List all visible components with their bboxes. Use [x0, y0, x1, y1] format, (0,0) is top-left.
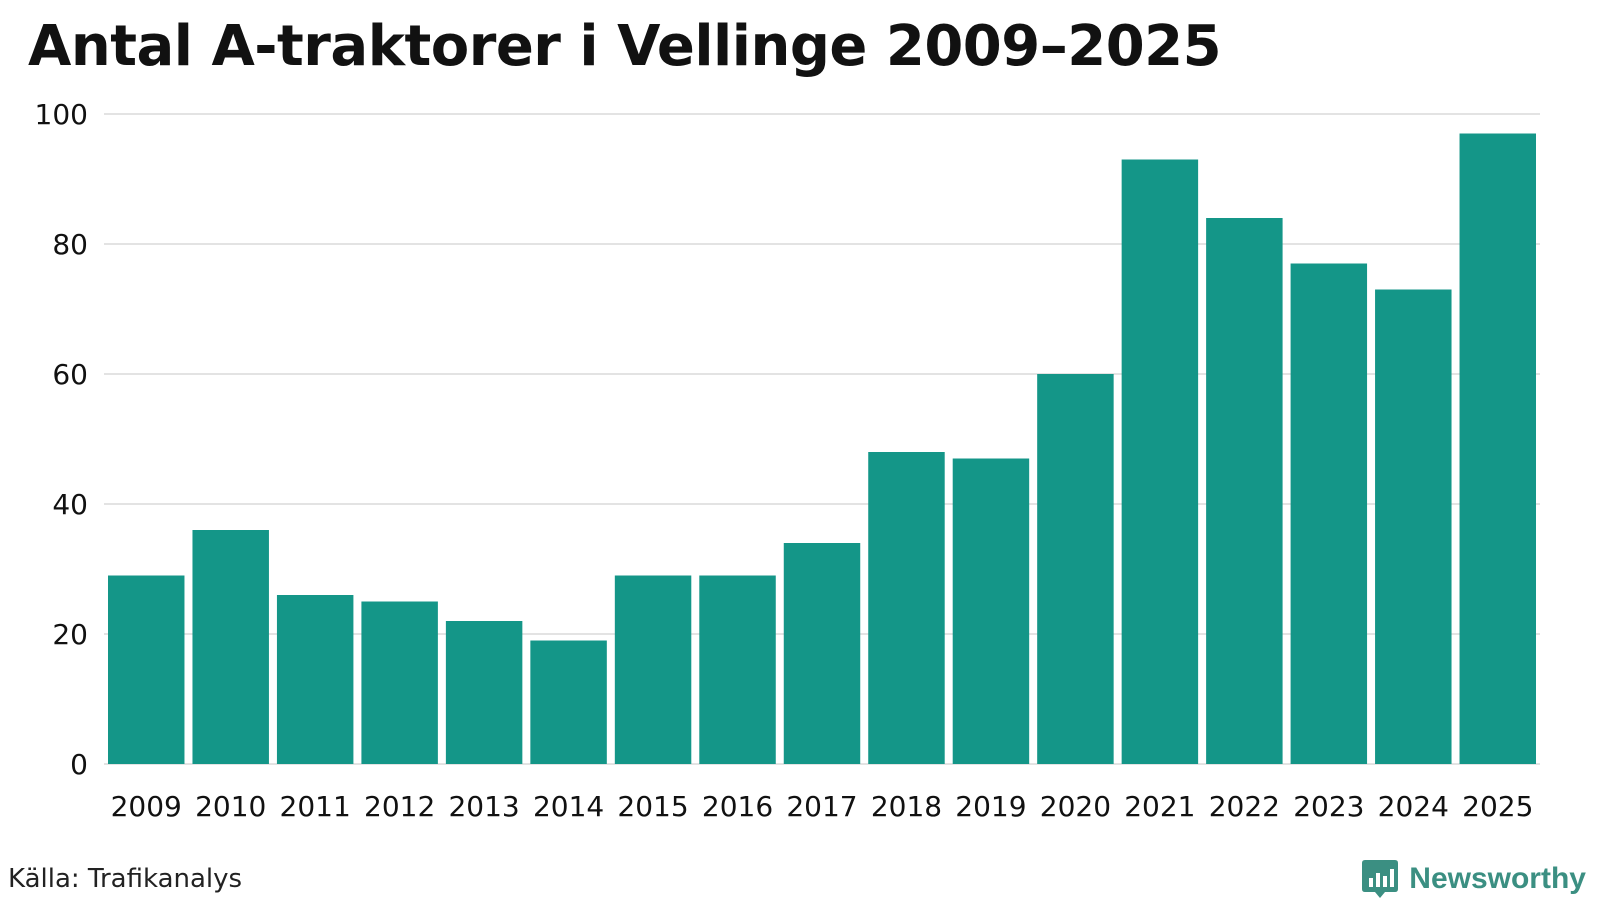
x-tick-label: 2021	[1124, 790, 1195, 823]
bar-2014	[530, 640, 607, 764]
y-tick-label: 0	[70, 748, 88, 781]
bar-2023	[1290, 263, 1368, 764]
x-tick-label: 2020	[1040, 790, 1111, 823]
bar-2021	[1121, 159, 1199, 764]
x-tick-label: 2011	[280, 790, 351, 823]
bar-2015	[614, 575, 692, 764]
chart-title: Antal A-traktorer i Vellinge 2009–2025	[28, 14, 1222, 79]
x-tick-label: 2009	[111, 790, 182, 823]
y-axis-ticks: 0 20 40 60 80 100	[35, 98, 88, 781]
bar-2017	[783, 543, 861, 764]
bar-2024	[1375, 289, 1452, 764]
x-tick-label: 2010	[195, 790, 266, 823]
bar-2018	[868, 452, 945, 764]
y-tick-label: 40	[52, 488, 88, 521]
bar-2022	[1206, 218, 1283, 764]
bar-2009	[108, 575, 185, 764]
bar-2012	[361, 601, 438, 764]
bar-2019	[952, 458, 1030, 764]
x-tick-label: 2012	[364, 790, 435, 823]
x-tick-label: 2014	[533, 790, 604, 823]
bar-2020	[1037, 374, 1114, 764]
x-tick-label: 2025	[1462, 790, 1533, 823]
newsworthy-logo-icon	[1362, 860, 1399, 898]
y-tick-label: 20	[52, 618, 88, 651]
x-tick-label: 2023	[1293, 790, 1364, 823]
brand-logo: Newsworthy	[1361, 858, 1586, 900]
x-tick-label: 2015	[617, 790, 688, 823]
x-tick-label: 2018	[871, 790, 942, 823]
bar-2010	[192, 530, 269, 764]
bar-2013	[445, 621, 523, 764]
x-tick-label: 2017	[786, 790, 857, 823]
source-note: Källa: Trafikanalys	[8, 864, 243, 894]
y-tick-label: 60	[52, 358, 88, 391]
y-tick-label: 80	[52, 228, 88, 261]
x-tick-label: 2024	[1378, 790, 1449, 823]
x-tick-label: 2022	[1209, 790, 1280, 823]
x-tick-label: 2019	[955, 790, 1026, 823]
x-axis-ticks: 2009 2010 2011 2012 2013 2014 2015 2016 2017 2018…	[111, 790, 1534, 823]
x-tick-label: 2016	[702, 790, 773, 823]
bars	[108, 133, 1536, 764]
brand-name: Newsworthy	[1409, 862, 1586, 895]
bar-2025	[1459, 133, 1536, 764]
y-tick-label: 100	[35, 98, 88, 131]
bar-2011	[276, 595, 354, 764]
bar-2016	[699, 575, 776, 764]
x-tick-label: 2013	[448, 790, 519, 823]
